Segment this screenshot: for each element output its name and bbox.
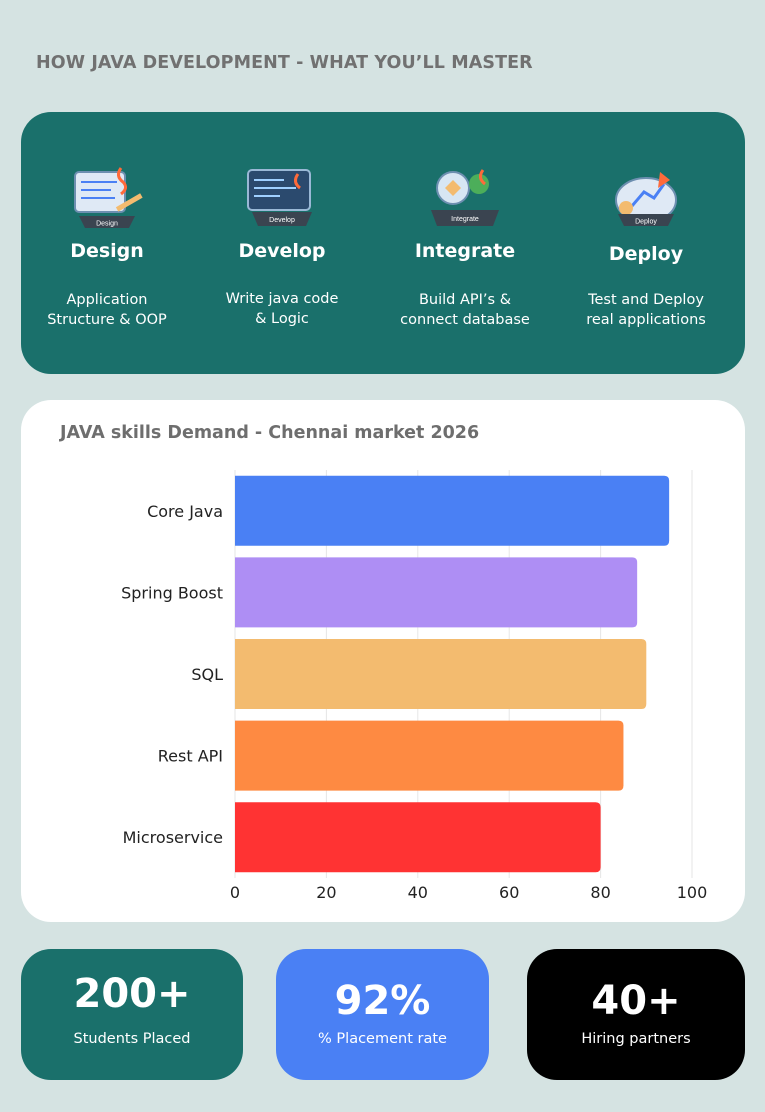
page-heading: HOW JAVA DEVELOPMENT - WHAT YOU’LL MASTE… <box>36 53 533 73</box>
bar <box>235 639 647 709</box>
bar <box>235 557 638 628</box>
step-description: Build API’s & connect database <box>375 290 555 330</box>
stat-hiring-partners: 40+ Hiring partners <box>527 949 745 1080</box>
step-desc-line: Write java code <box>225 291 339 307</box>
y-category-label: Rest API <box>158 747 223 766</box>
y-category-label: SQL <box>191 665 223 684</box>
x-tick-label: 80 <box>590 883 610 902</box>
step-desc-line: & Logic <box>255 311 309 327</box>
step-develop: Develop Develop Write java code & Logic <box>192 112 372 374</box>
stat-value: 92% <box>334 978 431 1024</box>
design-icon-caption: Design <box>96 221 118 228</box>
bar <box>235 802 601 873</box>
bar-chart: 0 20 40 60 80 100 Core Java Spring Boost SQL Rest… <box>121 470 708 902</box>
develop-icon: Develop <box>247 169 312 226</box>
y-category-label: Spring Boost <box>121 583 223 602</box>
chart-title: JAVA skills Demand - Chennai market 2026 <box>60 423 480 443</box>
bar <box>235 720 624 791</box>
step-deploy: Deploy Deploy Test and Deploy real appli… <box>556 112 736 374</box>
stat-label: Students Placed <box>73 1031 191 1047</box>
step-design: Design Design Application Structure & OO… <box>17 112 197 374</box>
step-title: Deploy <box>608 243 684 265</box>
step-title: Develop <box>238 240 326 262</box>
step-desc-line: real applications <box>586 312 706 328</box>
steps-card: Design Design Application Structure & OO… <box>21 112 745 374</box>
stat-students-placed: 200+ Students Placed <box>21 949 243 1080</box>
develop-icon-caption: Develop <box>269 217 295 224</box>
step-title: Integrate <box>414 240 516 262</box>
step-description: Application Structure & OOP <box>17 290 197 330</box>
x-tick-label: 0 <box>230 883 240 902</box>
stat-value: 200+ <box>73 971 191 1017</box>
y-category-label: Microservice <box>123 828 223 847</box>
step-integrate: Integrate Integrate Build API’s & connec… <box>375 112 555 374</box>
step-description: Write java code & Logic <box>192 289 372 329</box>
x-tick-label: 20 <box>316 883 336 902</box>
x-tick-label: 40 <box>408 883 428 902</box>
step-desc-line: Structure & OOP <box>47 312 167 328</box>
deploy-icon-caption: Deploy <box>635 219 657 226</box>
design-icon: Design <box>74 167 143 228</box>
stat-value: 40+ <box>591 978 681 1024</box>
chart-card: JAVA skills Demand - Chennai market 2026… <box>21 400 745 922</box>
y-category-label: Core Java <box>147 502 223 521</box>
x-tick-label: 100 <box>677 883 708 902</box>
integrate-icon-caption: Integrate <box>451 216 479 223</box>
step-desc-line: Build API’s & <box>418 292 512 308</box>
step-desc-line: connect database <box>400 312 530 328</box>
step-desc-line: Application <box>66 292 148 308</box>
stat-label: Hiring partners <box>581 1031 691 1047</box>
step-description: Test and Deploy real applications <box>556 290 736 330</box>
stat-label: % Placement rate <box>318 1031 447 1047</box>
step-title: Design <box>70 240 144 262</box>
deploy-icon: Deploy <box>615 172 677 226</box>
integrate-icon: Integrate <box>431 169 499 226</box>
step-desc-line: Test and Deploy <box>588 292 704 308</box>
bar <box>235 475 670 546</box>
stat-placement-rate: 92% % Placement rate <box>276 949 489 1080</box>
x-tick-label: 60 <box>499 883 519 902</box>
